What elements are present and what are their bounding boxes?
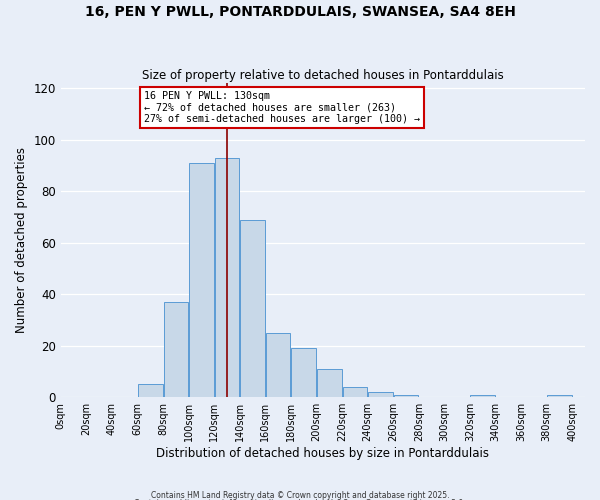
Bar bbox=[215, 158, 239, 397]
Bar bbox=[343, 387, 367, 397]
X-axis label: Distribution of detached houses by size in Pontarddulais: Distribution of detached houses by size … bbox=[157, 447, 490, 460]
Text: 16, PEN Y PWLL, PONTARDDULAIS, SWANSEA, SA4 8EH: 16, PEN Y PWLL, PONTARDDULAIS, SWANSEA, … bbox=[85, 5, 515, 19]
Text: Contains public sector information licensed under the Open Government Licence v3: Contains public sector information licen… bbox=[134, 499, 466, 500]
Bar bbox=[368, 392, 393, 397]
Bar bbox=[292, 348, 316, 397]
Bar bbox=[138, 384, 163, 397]
Bar bbox=[266, 333, 290, 397]
Bar bbox=[317, 369, 341, 397]
Text: 16 PEN Y PWLL: 130sqm
← 72% of detached houses are smaller (263)
27% of semi-det: 16 PEN Y PWLL: 130sqm ← 72% of detached … bbox=[144, 91, 420, 124]
Bar bbox=[241, 220, 265, 397]
Bar bbox=[547, 394, 572, 397]
Text: Contains HM Land Registry data © Crown copyright and database right 2025.: Contains HM Land Registry data © Crown c… bbox=[151, 490, 449, 500]
Y-axis label: Number of detached properties: Number of detached properties bbox=[15, 147, 28, 333]
Bar bbox=[189, 163, 214, 397]
Bar bbox=[164, 302, 188, 397]
Bar bbox=[470, 394, 495, 397]
Title: Size of property relative to detached houses in Pontarddulais: Size of property relative to detached ho… bbox=[142, 69, 504, 82]
Bar bbox=[394, 394, 418, 397]
